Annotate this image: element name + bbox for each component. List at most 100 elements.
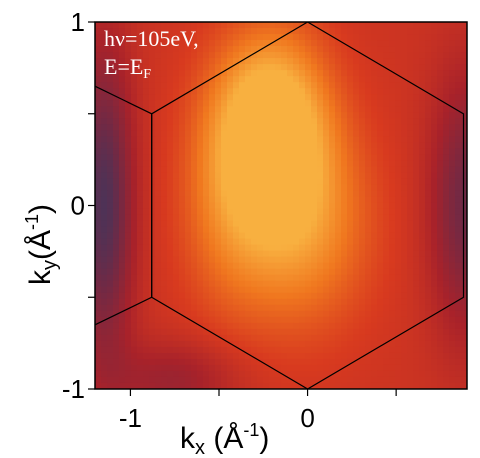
heatmap-cell (353, 226, 360, 234)
heatmap-cell (383, 118, 390, 125)
heatmap-cell (155, 298, 162, 306)
heatmap-cell (101, 190, 108, 198)
heatmap-cell (269, 124, 276, 131)
heatmap-cell (311, 178, 318, 186)
heatmap-cell (443, 190, 450, 198)
heatmap-cell (269, 34, 276, 41)
heatmap-cell (335, 130, 342, 137)
heatmap-cell (425, 214, 432, 222)
heatmap-cell (461, 322, 467, 330)
heatmap-cell (413, 184, 420, 192)
heatmap-cell (323, 82, 330, 89)
heatmap-cell (131, 46, 138, 53)
heatmap-cell (185, 256, 192, 264)
heatmap-cell (221, 310, 228, 318)
heatmap-cell (437, 358, 444, 366)
heatmap-cell (131, 184, 138, 192)
heatmap-cell (287, 34, 294, 41)
heatmap-cell (281, 172, 288, 180)
heatmap-cell (263, 250, 270, 258)
heatmap-cell (329, 178, 336, 186)
heatmap-cell (323, 178, 330, 186)
heatmap-cell (287, 376, 294, 384)
heatmap-cell (425, 112, 432, 119)
heatmap-cell (125, 226, 132, 234)
heatmap-cell (443, 250, 450, 258)
heatmap-cell (185, 106, 192, 113)
heatmap-cell (431, 268, 438, 276)
heatmap-cell (401, 226, 408, 234)
heatmap-cell (137, 124, 144, 131)
heatmap-cell (113, 64, 120, 71)
heatmap-cell (257, 286, 264, 294)
heatmap-cell (425, 262, 432, 270)
heatmap-cell (101, 304, 108, 312)
heatmap-cell (209, 202, 216, 210)
heatmap-cell (119, 376, 126, 384)
heatmap-cell (407, 76, 414, 83)
heatmap-cell (125, 364, 132, 372)
heatmap-cell (365, 310, 372, 318)
heatmap-cell (443, 166, 450, 174)
heatmap-cell (233, 190, 240, 198)
heatmap-cell (239, 136, 246, 143)
heatmap-cell (125, 352, 132, 360)
heatmap-cell (305, 286, 312, 294)
heatmap-cell (335, 76, 342, 83)
heatmap-cell (197, 292, 204, 300)
heatmap-cell (407, 70, 414, 77)
heatmap-cell (329, 100, 336, 107)
heatmap-cell (413, 250, 420, 258)
heatmap-cell (455, 154, 462, 161)
heatmap-cell (107, 262, 114, 270)
heatmap-cell (407, 358, 414, 366)
heatmap-cell (233, 334, 240, 342)
heatmap-cell (287, 202, 294, 210)
heatmap-cell (293, 370, 300, 378)
heatmap-cell (131, 364, 138, 372)
heatmap-cell (371, 244, 378, 252)
heatmap-cell (221, 286, 228, 294)
heatmap-cell (203, 136, 210, 143)
heatmap-cell (113, 184, 120, 192)
heatmap-cell (101, 196, 108, 204)
heatmap-cell (389, 370, 396, 378)
heatmap-cell (239, 34, 246, 41)
heatmap-cell (245, 106, 252, 113)
heatmap-cell (227, 352, 234, 360)
heatmap-cell (125, 280, 132, 288)
heatmap-cell (335, 304, 342, 312)
heatmap-cell (455, 298, 462, 306)
heatmap-cell (395, 232, 402, 240)
heatmap-cell (455, 376, 462, 384)
heatmap-cell (293, 154, 300, 161)
heatmap-cell (113, 226, 120, 234)
heatmap-cell (347, 304, 354, 312)
heatmap-cell (215, 94, 222, 101)
heatmap-cell (323, 328, 330, 336)
heatmap-cell (197, 58, 204, 65)
heatmap-cell (419, 370, 426, 378)
heatmap-cell (443, 268, 450, 276)
heatmap-cell (449, 316, 456, 324)
heatmap-cell (173, 328, 180, 336)
heatmap-cell (137, 142, 144, 149)
heatmap-cell (371, 130, 378, 137)
heatmap-cell (341, 310, 348, 318)
heatmap-cell (191, 70, 198, 77)
heatmap-cell (275, 346, 282, 354)
heatmap-cell (443, 118, 450, 125)
heatmap-cell (179, 40, 186, 47)
heatmap-cell (329, 262, 336, 270)
heatmap-cell (161, 250, 168, 258)
heatmap-cell (323, 70, 330, 77)
heatmap-cell (377, 376, 384, 384)
heatmap-cell (215, 334, 222, 342)
heatmap-cell (131, 94, 138, 101)
heatmap-cell (125, 292, 132, 300)
heatmap-cell (257, 190, 264, 198)
heatmap-cell (119, 88, 126, 95)
heatmap-cell (197, 382, 204, 389)
heatmap-cell (257, 376, 264, 384)
heatmap-cell (395, 58, 402, 65)
